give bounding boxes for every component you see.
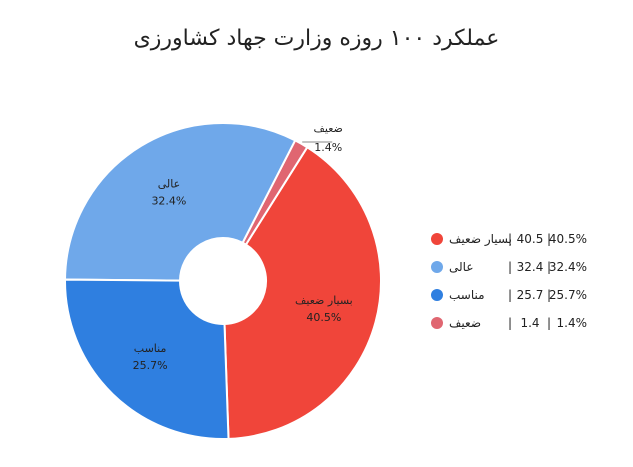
slice-percent-0: 40.5% [306,311,341,324]
legend-percent-3: 1.4% [557,316,588,330]
legend-percent-0: 40.5% [549,232,587,246]
slice-label-0: بسیار ضعیف [295,294,353,307]
legend-marker-0 [431,233,443,245]
slice-0 [223,145,382,440]
legend-label-2: مناسب [449,288,485,302]
slice-2 [63,122,297,282]
legend-percent-2: 25.7% [549,288,587,302]
legend-percent-1: 32.4% [549,260,587,274]
slice-label-3: مناسب [134,342,167,355]
legend-label-1: عالی [449,260,473,274]
legend-sep-a-2: | [508,288,512,302]
legend-marker-3 [431,317,443,329]
slice-percent-3: 25.7% [133,359,168,372]
legend-marker-1 [431,261,443,273]
slice-label-2: عالی [158,178,180,191]
legend: بسیار ضعیف| 40.5 |40.5%عالی | 32.4 |32.4%مناس… [431,232,587,330]
legend-value-0: 40.5 [517,232,544,246]
legend-sep-a-0: | [508,232,512,246]
slice-3 [64,278,230,440]
legend-label-3: ضعیف [449,316,481,330]
slice-percent-1: 1.4% [314,141,342,154]
legend-value-3: 1.4 [520,316,539,330]
legend-sep-b-1: | [547,260,551,274]
legend-marker-2 [431,289,443,301]
legend-label-0: بسیار ضعیف [449,232,512,247]
slice-percent-2: 32.4% [151,195,186,208]
legend-value-1: 32.4 [517,260,544,274]
legend-sep-b-3: | [547,316,551,330]
legend-value-2: 25.7 [517,288,544,302]
legend-sep-a-1: | [508,260,512,274]
legend-sep-b-2: | [547,288,551,302]
legend-sep-a-3: | [508,316,512,330]
legend-sep-b-0: | [547,232,551,246]
slice-label-1: ضعیف [314,122,343,135]
chart-title: عملکرد ۱۰۰ روزه وزارت جهاد کشاورزی [133,26,500,51]
